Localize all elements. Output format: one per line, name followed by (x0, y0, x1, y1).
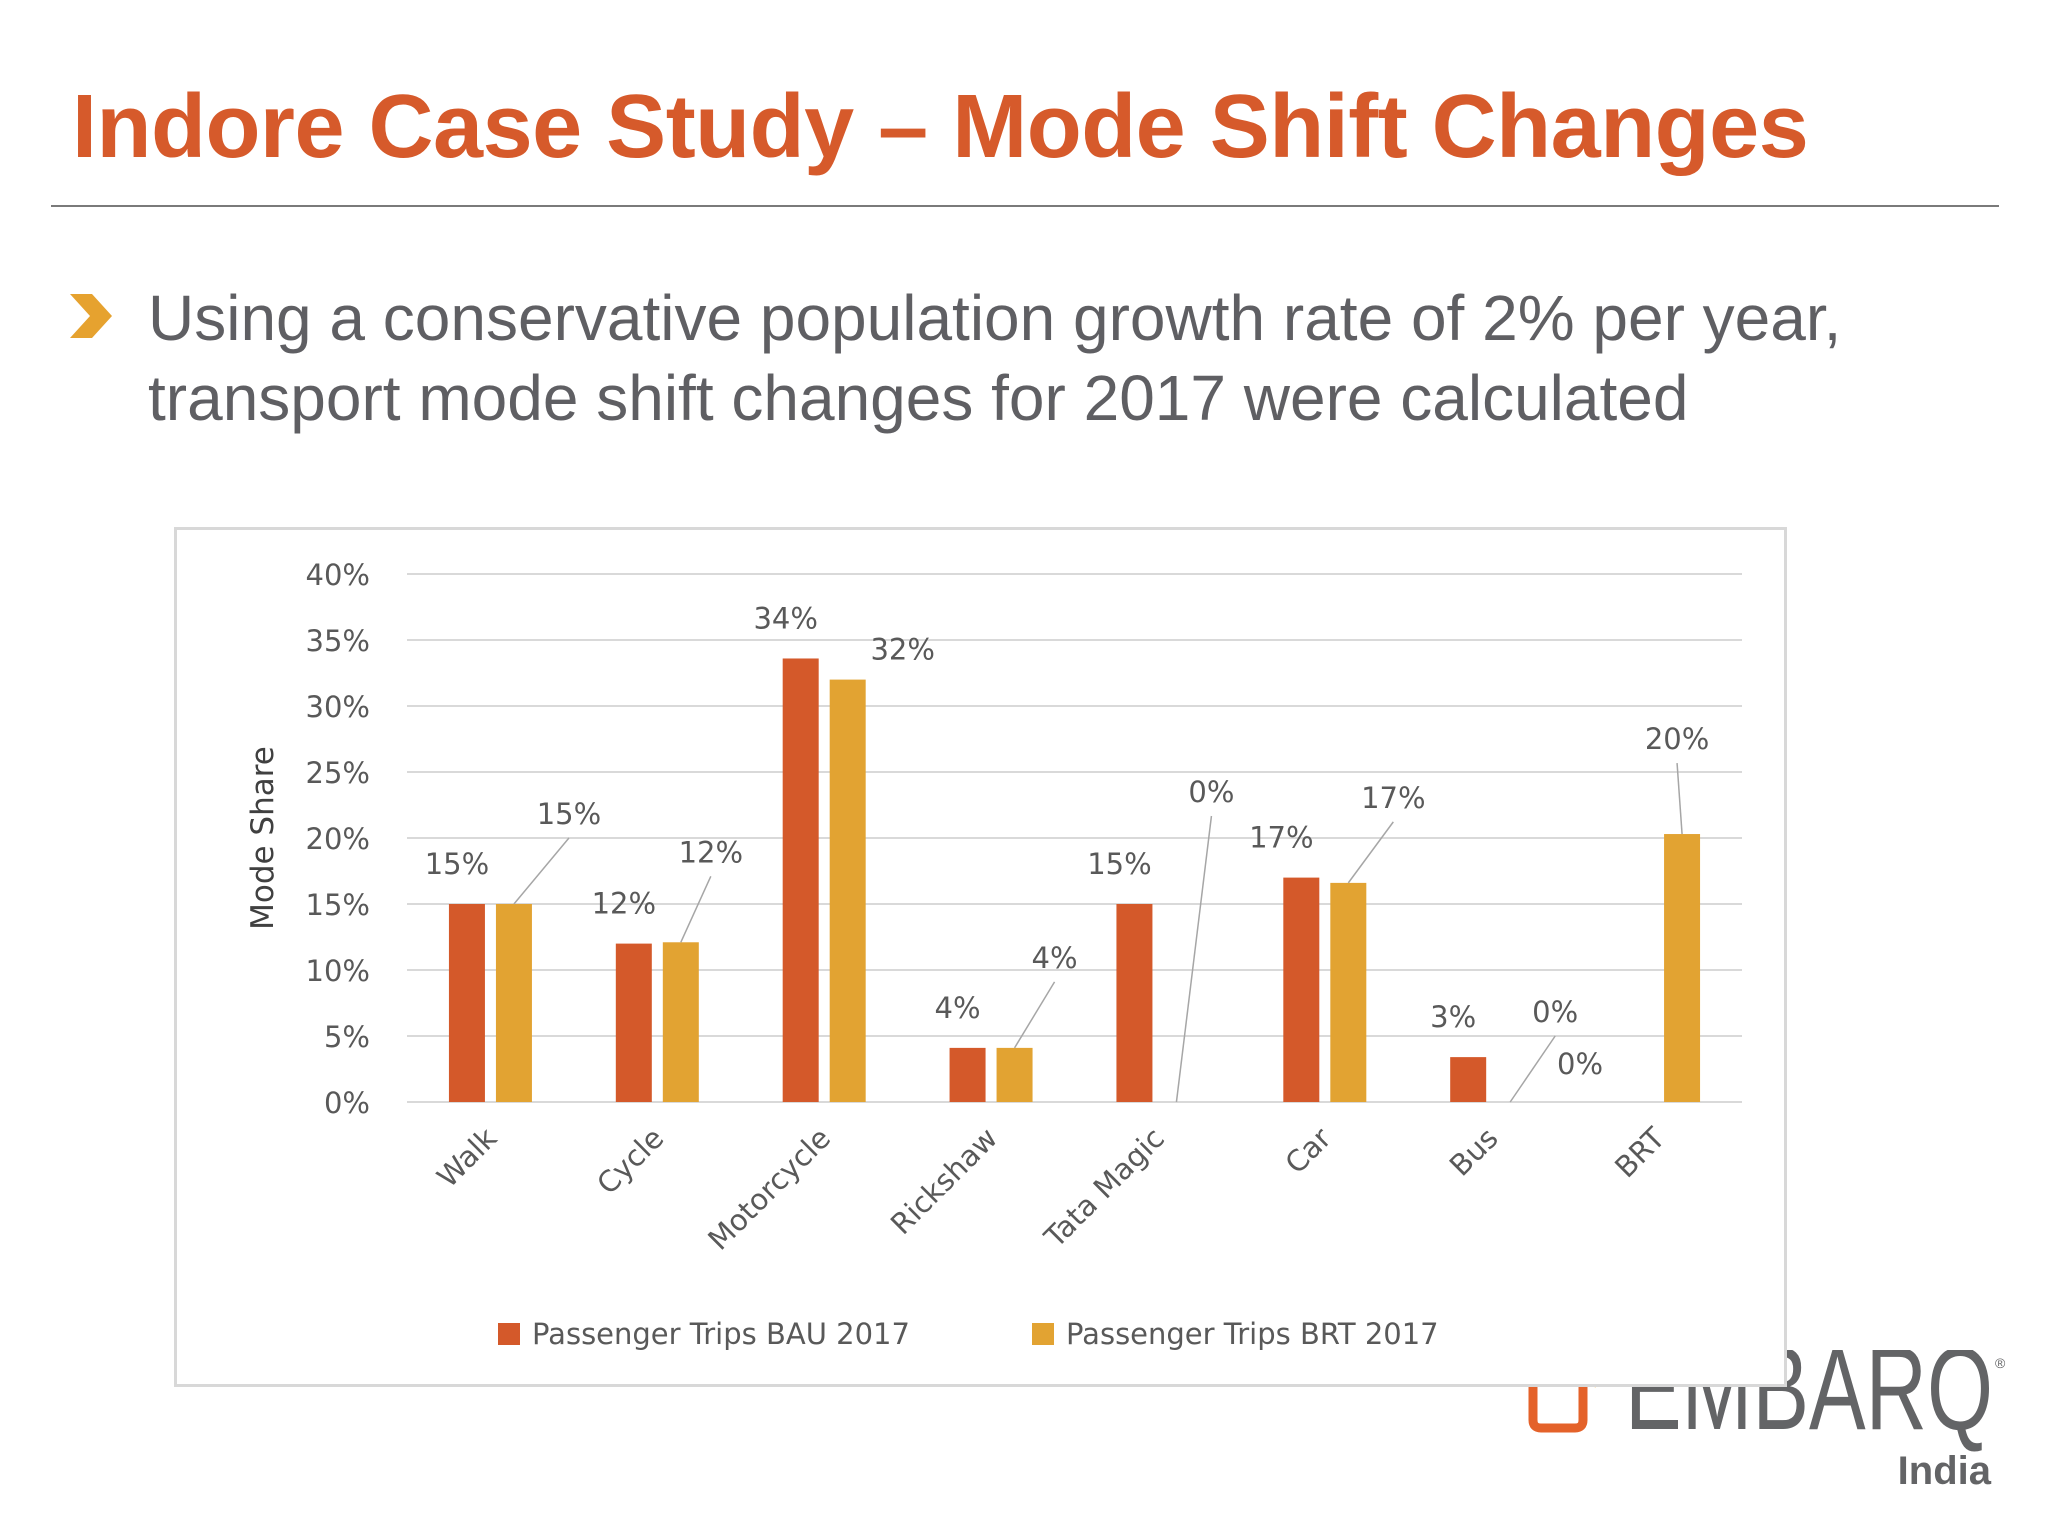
bars (448, 658, 1701, 1102)
bar-brt (829, 679, 866, 1102)
bar-bau (1283, 877, 1320, 1102)
bar-brt (1330, 882, 1367, 1102)
legend-label: Passenger Trips BAU 2017 (532, 1317, 910, 1351)
y-tick-label: 0% (324, 1086, 370, 1120)
bullet-line: transport mode shift changes for 2017 we… (148, 362, 1689, 434)
y-tick-label: 5% (324, 1020, 370, 1054)
data-label: 3% (1430, 1000, 1476, 1034)
data-label: 12% (679, 835, 743, 869)
data-label: 0% (1557, 1047, 1603, 1081)
x-axis-labels: Walk Cycle Motorcycle Rickshaw Tata Magic Car… (430, 1121, 1671, 1257)
data-label: 20% (1645, 722, 1709, 756)
data-labels: 15% 15% 12% 12% 34% 32% 4% 4% 15% 0% 17% 17% 3% 0% 0% 2… (425, 601, 1710, 1081)
leader-line (1676, 762, 1683, 835)
data-label: 15% (425, 847, 489, 881)
logo-subtitle: India (1898, 1449, 1992, 1493)
x-axis-label: Cycle (590, 1121, 670, 1201)
data-label: 4% (935, 991, 981, 1025)
legend: Passenger Trips BAU 2017 Passenger Trips … (498, 1317, 1439, 1351)
data-label: 17% (1249, 821, 1313, 855)
x-axis-label: Bus (1443, 1121, 1505, 1183)
leader-line (1347, 821, 1394, 884)
y-tick-label: 15% (306, 888, 370, 922)
slide-title: Indore Case Study – Mode Shift Changes (72, 77, 1809, 177)
x-axis-label: Walk (430, 1121, 503, 1194)
data-label: 4% (1032, 941, 1078, 975)
y-axis-ticks: 0% 5% 10% 15% 20% 25% 30% 35% 40% (306, 558, 370, 1120)
chart-container (174, 527, 1787, 1387)
x-axis-label: Car (1278, 1121, 1337, 1180)
data-label: 12% (592, 887, 656, 921)
bar-brt (996, 1047, 1033, 1102)
bar-brt (662, 942, 699, 1102)
y-tick-label: 10% (306, 954, 370, 988)
leader-line (513, 837, 570, 905)
data-label: 0% (1532, 995, 1578, 1029)
legend-label: Passenger Trips BRT 2017 (1066, 1317, 1439, 1351)
data-label: 0% (1188, 775, 1234, 809)
bar-bau (448, 904, 485, 1102)
bar-brt (1664, 834, 1701, 1102)
leader-line (1175, 815, 1213, 1103)
legend-swatch (498, 1323, 520, 1345)
logo-registered: ® (1995, 1355, 2006, 1371)
legend-item: Passenger Trips BAU 2017 (498, 1317, 910, 1351)
data-label: 15% (1087, 847, 1151, 881)
title-divider (51, 205, 1999, 207)
y-axis-title: Mode Share (245, 746, 281, 930)
data-label: 32% (870, 633, 934, 667)
bullet-text: Using a conservative population growth r… (148, 278, 2008, 438)
y-tick-label: 20% (306, 822, 370, 856)
legend-swatch (1032, 1323, 1054, 1345)
x-axis-label: Motorcycle (701, 1121, 837, 1257)
data-label: 15% (537, 797, 601, 831)
logo-bracket-icon (1528, 1355, 1588, 1433)
y-tick-label: 30% (306, 690, 370, 724)
bar-brt (495, 904, 532, 1102)
chevron-right-icon (70, 294, 112, 338)
leader-line (1013, 981, 1056, 1049)
y-tick-label: 40% (306, 558, 370, 592)
x-axis-label: BRT (1608, 1121, 1672, 1185)
x-axis-label: Tata Magic (1037, 1121, 1171, 1255)
bar-bau (782, 658, 819, 1102)
leader-line (680, 875, 712, 943)
bar-bau (1116, 904, 1153, 1102)
y-tick-label: 35% (306, 624, 370, 658)
leader-line (1509, 1035, 1556, 1103)
x-axis-label: Rickshaw (884, 1121, 1004, 1241)
bar-bau (615, 943, 652, 1102)
bar-bau (949, 1047, 986, 1102)
label-leader-lines (513, 762, 1683, 1103)
y-tick-label: 25% (306, 756, 370, 790)
bullet-line: Using a conservative population growth r… (148, 282, 1842, 354)
bar-bau (1450, 1057, 1487, 1102)
legend-item: Passenger Trips BRT 2017 (1032, 1317, 1439, 1351)
data-label: 34% (753, 601, 817, 635)
data-label: 17% (1361, 781, 1425, 815)
